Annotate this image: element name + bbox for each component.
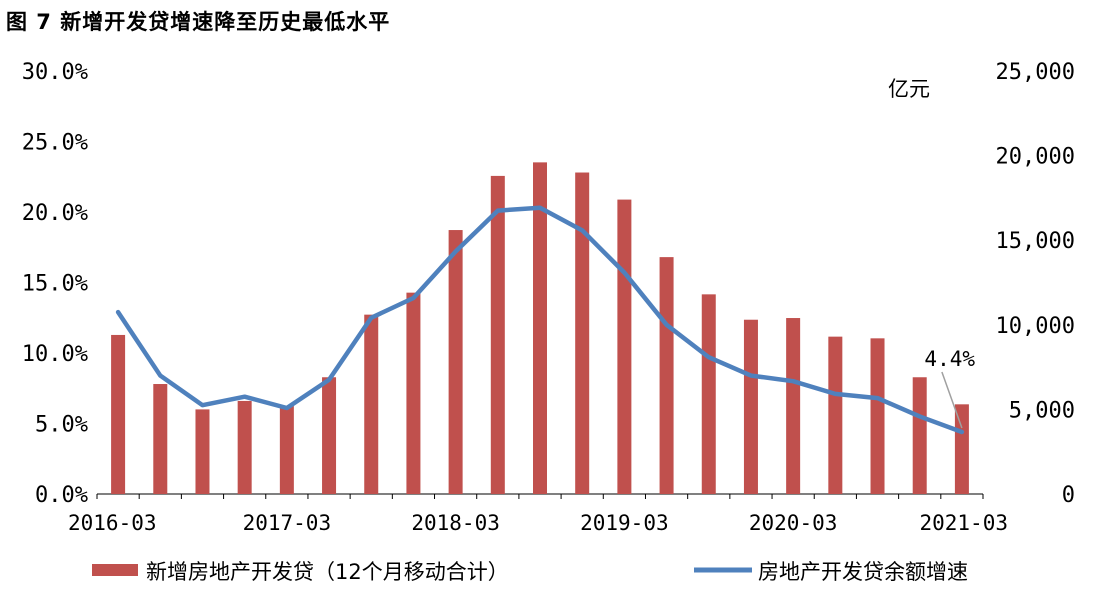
bar	[786, 318, 801, 494]
annotation-group: 4.4%	[924, 347, 975, 429]
x-tick-label: 2016-03	[68, 511, 157, 535]
left-tick-label: 0.0%	[35, 483, 88, 508]
left-tick-label: 30.0%	[22, 60, 88, 85]
bar	[870, 338, 885, 494]
legend-swatch-bar	[92, 564, 138, 576]
x-tick-label: 2017-03	[243, 511, 332, 535]
bar	[533, 162, 547, 495]
right-tick-label: 5,000	[1009, 398, 1075, 423]
bar	[279, 406, 294, 494]
left-axis-ticks: 0.0% 5.0% 10.0% 15.0% 20.0% 25.0% 30.0%	[22, 60, 88, 508]
line-path	[115, 205, 965, 435]
right-tick-label: 15,000	[996, 229, 1075, 254]
bar-series	[111, 162, 969, 495]
bar	[195, 409, 210, 494]
bar	[828, 336, 843, 494]
left-tick-label: 5.0%	[35, 413, 88, 438]
right-tick-label: 10,000	[996, 314, 1075, 339]
right-axis-ticks: 0 5,000 10,000 15,000 20,000 25,000	[996, 60, 1075, 508]
chart-title: 图 7 新增开发贷增速降至历史最低水平	[6, 10, 391, 34]
left-tick-label: 15.0%	[22, 272, 88, 297]
annotation-leader-line	[941, 371, 963, 429]
bar	[448, 230, 463, 494]
bar	[364, 314, 379, 494]
x-tick-label: 2019-03	[580, 511, 669, 535]
bar	[406, 292, 421, 494]
bar	[575, 172, 590, 494]
x-tick-label: 2020-03	[749, 511, 838, 535]
legend-label-bar: 新增房地产开发贷（12个月移动合计）	[146, 560, 509, 584]
bar	[322, 377, 337, 494]
bar	[701, 294, 716, 494]
bar	[153, 384, 168, 494]
bar	[912, 377, 927, 494]
x-tick-label: 2018-03	[411, 511, 500, 535]
line-series	[115, 205, 965, 435]
bar	[111, 334, 126, 494]
axes	[96, 493, 984, 499]
bar	[490, 175, 505, 495]
legend-label-line: 房地产开发贷余额增速	[758, 560, 968, 584]
right-tick-label: 25,000	[996, 60, 1075, 85]
legend: 新增房地产开发贷（12个月移动合计） 房地产开发贷余额增速	[92, 560, 968, 584]
bar	[743, 319, 758, 494]
x-axis-ticks: 2016-03 2017-03 2018-03 2019-03 2020-03 2021-…	[68, 511, 1008, 535]
bar	[617, 199, 632, 495]
annotation-label: 4.4%	[924, 347, 975, 371]
left-tick-label: 25.0%	[22, 131, 88, 156]
bar	[954, 404, 969, 494]
left-tick-label: 10.0%	[22, 342, 88, 367]
x-tick-label: 2021-03	[919, 511, 1008, 535]
bar	[659, 257, 674, 494]
bar	[237, 400, 252, 494]
left-tick-label: 20.0%	[22, 201, 88, 226]
right-axis-unit: 亿元	[888, 77, 930, 101]
right-tick-label: 20,000	[996, 145, 1075, 170]
right-tick-label: 0	[1062, 483, 1075, 508]
